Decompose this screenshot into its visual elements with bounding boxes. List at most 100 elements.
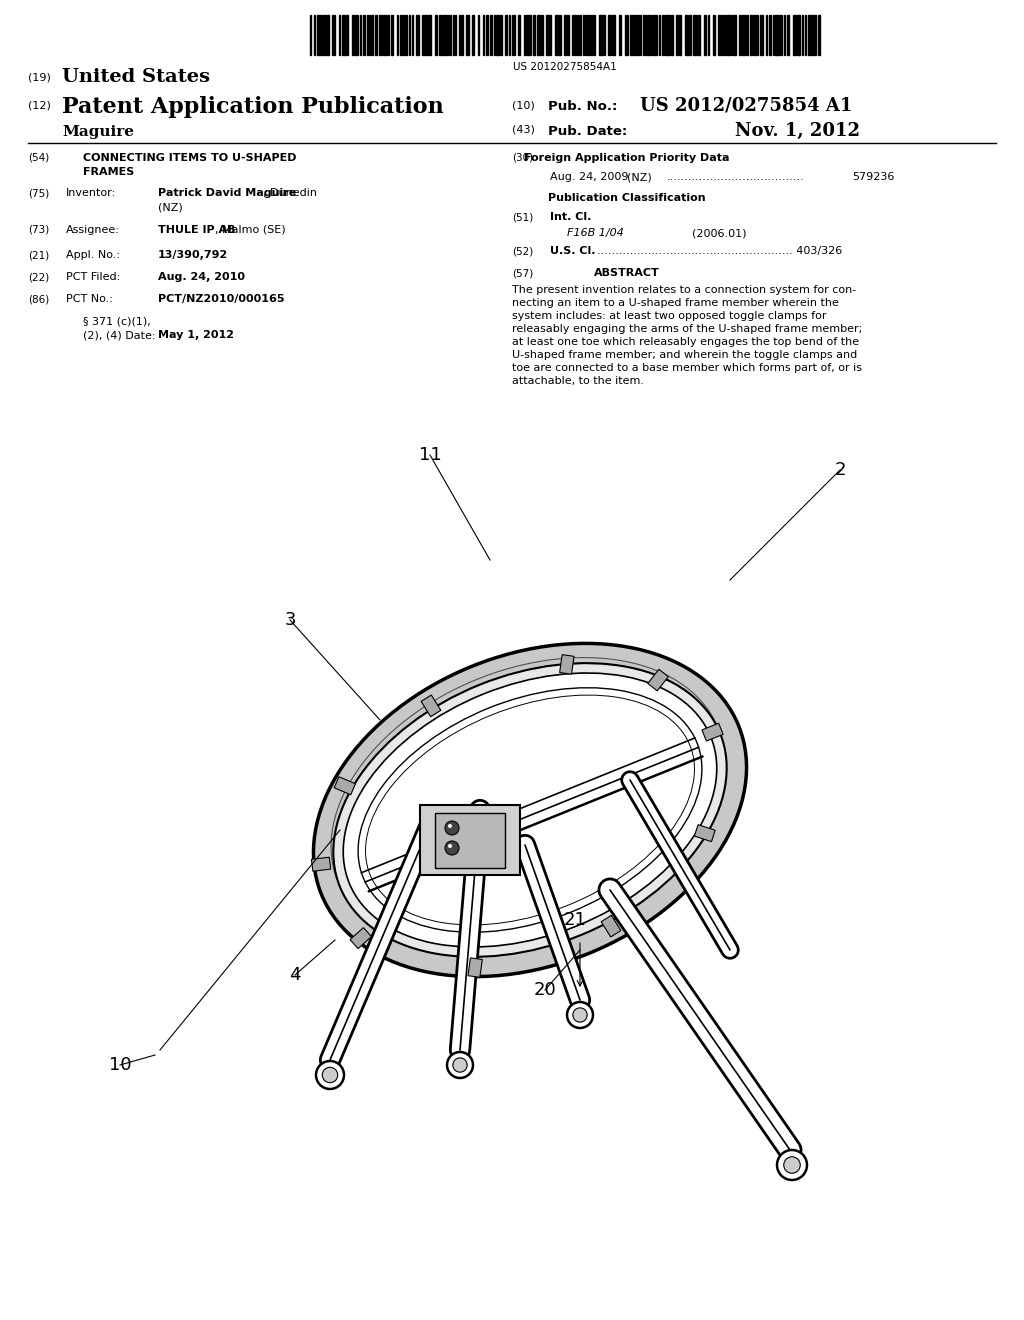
Bar bbox=[420, 805, 520, 875]
Bar bbox=[628, 15, 629, 55]
Bar bbox=[732, 15, 733, 55]
Text: (2006.01): (2006.01) bbox=[692, 228, 746, 238]
Bar bbox=[766, 15, 767, 55]
Bar bbox=[442, 15, 443, 55]
Bar bbox=[459, 15, 461, 55]
Bar bbox=[372, 15, 373, 55]
Bar bbox=[679, 15, 681, 55]
Text: ...................................................... 403/326: ........................................… bbox=[597, 246, 843, 256]
Bar bbox=[694, 825, 715, 842]
Bar bbox=[583, 15, 584, 55]
Bar bbox=[524, 15, 525, 55]
Text: Pub. Date:: Pub. Date: bbox=[548, 125, 628, 139]
Text: releasably engaging the arms of the U-shaped frame member;: releasably engaging the arms of the U-sh… bbox=[512, 323, 862, 334]
Circle shape bbox=[777, 1150, 807, 1180]
Bar bbox=[593, 15, 595, 55]
Bar bbox=[742, 15, 744, 55]
Circle shape bbox=[449, 843, 452, 847]
Bar bbox=[455, 15, 457, 55]
Bar bbox=[310, 15, 311, 55]
Text: FRAMES: FRAMES bbox=[83, 168, 134, 177]
Bar bbox=[416, 15, 420, 55]
Text: (30): (30) bbox=[512, 153, 534, 162]
Text: 13/390,792: 13/390,792 bbox=[158, 249, 228, 260]
Text: THULE IP AB: THULE IP AB bbox=[158, 224, 236, 235]
Bar bbox=[444, 15, 446, 55]
Bar bbox=[638, 15, 639, 55]
Circle shape bbox=[445, 841, 459, 855]
Text: Aug. 24, 2009: Aug. 24, 2009 bbox=[550, 172, 629, 182]
Bar bbox=[745, 15, 748, 55]
Bar bbox=[325, 15, 326, 55]
Bar bbox=[339, 15, 340, 55]
Bar bbox=[359, 15, 360, 55]
Text: (12): (12) bbox=[28, 100, 51, 110]
Bar bbox=[635, 15, 637, 55]
Text: Pub. No.:: Pub. No.: bbox=[548, 100, 617, 114]
Text: Inventor:: Inventor: bbox=[66, 187, 116, 198]
Bar bbox=[760, 15, 763, 55]
Bar bbox=[317, 15, 321, 55]
Text: Patrick David Maguire: Patrick David Maguire bbox=[158, 187, 296, 198]
Circle shape bbox=[567, 1002, 593, 1028]
Bar bbox=[422, 15, 423, 55]
Bar bbox=[438, 15, 441, 55]
Text: ......................................: ...................................... bbox=[667, 172, 805, 182]
Text: (22): (22) bbox=[28, 272, 49, 282]
Bar bbox=[364, 15, 366, 55]
Bar bbox=[794, 15, 796, 55]
Bar bbox=[651, 15, 652, 55]
Bar bbox=[662, 15, 663, 55]
Text: F16B 1/04: F16B 1/04 bbox=[567, 228, 624, 238]
Bar bbox=[608, 15, 611, 55]
Bar bbox=[424, 15, 427, 55]
Text: U-shaped frame member; and wherein the toggle clamps and: U-shaped frame member; and wherein the t… bbox=[512, 350, 857, 360]
Text: (21): (21) bbox=[28, 249, 49, 260]
Bar bbox=[689, 15, 691, 55]
Text: (54): (54) bbox=[28, 153, 49, 162]
Bar bbox=[555, 15, 559, 55]
Bar bbox=[421, 696, 441, 717]
Text: (NZ): (NZ) bbox=[158, 202, 182, 213]
Bar bbox=[382, 15, 383, 55]
Bar bbox=[664, 15, 666, 55]
Circle shape bbox=[316, 1061, 344, 1089]
Bar bbox=[560, 15, 561, 55]
Text: US 20120275854A1: US 20120275854A1 bbox=[513, 62, 616, 73]
Bar bbox=[727, 15, 731, 55]
Bar bbox=[355, 15, 358, 55]
Bar bbox=[773, 15, 774, 55]
Text: CONNECTING ITEMS TO U-SHAPED: CONNECTING ITEMS TO U-SHAPED bbox=[83, 153, 297, 162]
Text: 11: 11 bbox=[419, 446, 441, 465]
Bar bbox=[396, 15, 398, 55]
Text: Appl. No.:: Appl. No.: bbox=[66, 249, 120, 260]
Bar bbox=[346, 15, 348, 55]
Bar bbox=[350, 928, 372, 949]
Bar bbox=[588, 15, 590, 55]
Circle shape bbox=[447, 1052, 473, 1078]
Bar bbox=[550, 15, 552, 55]
Bar bbox=[648, 15, 649, 55]
Bar bbox=[653, 15, 656, 55]
Bar bbox=[375, 15, 378, 55]
Bar bbox=[402, 15, 406, 55]
Text: 20: 20 bbox=[534, 981, 556, 999]
Text: United States: United States bbox=[62, 69, 210, 86]
Text: system includes: at least two opposed toggle clamps for: system includes: at least two opposed to… bbox=[512, 312, 826, 321]
Bar bbox=[485, 15, 487, 55]
Bar bbox=[574, 15, 575, 55]
Bar bbox=[379, 15, 381, 55]
Bar bbox=[505, 15, 507, 55]
Text: Patent Application Publication: Patent Application Publication bbox=[62, 96, 443, 117]
Text: (86): (86) bbox=[28, 294, 49, 304]
Text: (19): (19) bbox=[28, 73, 51, 82]
Bar bbox=[818, 15, 819, 55]
Text: (43): (43) bbox=[512, 125, 535, 135]
Text: 21: 21 bbox=[563, 911, 587, 929]
Bar bbox=[334, 15, 335, 55]
Bar bbox=[718, 15, 720, 55]
Bar bbox=[311, 857, 331, 871]
Text: (10): (10) bbox=[512, 100, 535, 110]
Text: Nov. 1, 2012: Nov. 1, 2012 bbox=[735, 121, 860, 140]
Bar bbox=[648, 669, 669, 690]
